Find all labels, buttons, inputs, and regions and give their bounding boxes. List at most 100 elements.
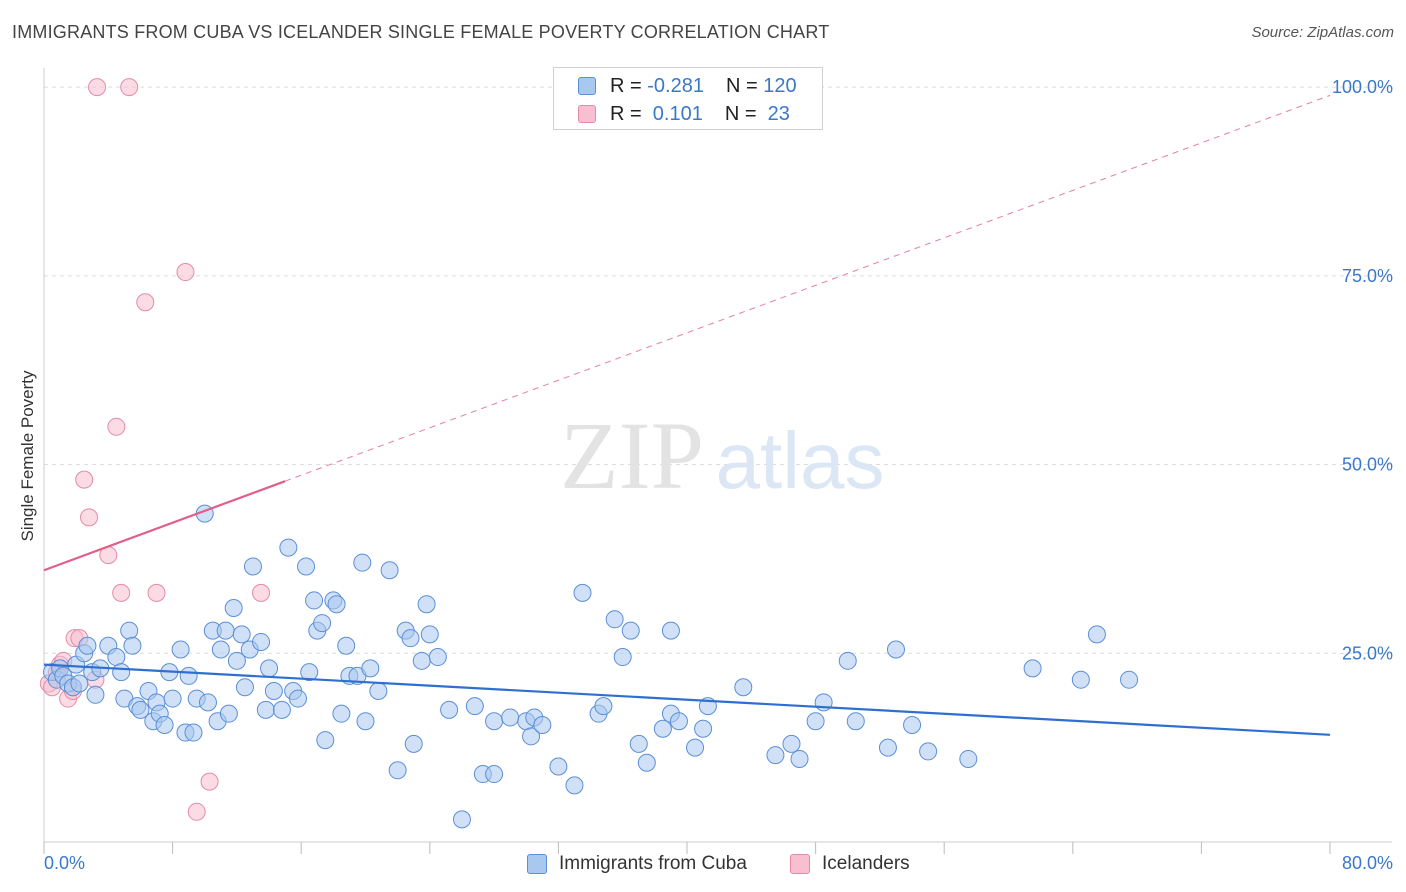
cuba-point — [734, 678, 753, 697]
cuba-point — [1023, 659, 1042, 678]
axes — [43, 68, 1392, 854]
legend-r-label: R = — [610, 74, 648, 97]
cuba-point — [613, 648, 632, 667]
cuba-point — [452, 810, 471, 829]
cuba-point — [838, 651, 857, 670]
cuba-point — [669, 712, 688, 731]
cuba-point — [78, 636, 97, 655]
watermark-zip: ZIP — [560, 402, 704, 509]
bottom-legend-label-cuba: Immigrants from Cuba — [559, 853, 747, 874]
cuba-point — [573, 583, 592, 602]
bottom-legend-cuba: Immigrants from Cuba — [527, 852, 747, 876]
cuba-point — [163, 689, 182, 708]
legend-swatch-iceland — [578, 105, 596, 123]
x-tick-label-max: 80.0% — [1342, 853, 1393, 873]
cuba-point — [131, 700, 150, 719]
y-tick-label: 100.0% — [1332, 77, 1393, 97]
iceland-point — [136, 293, 155, 312]
cuba-point — [224, 598, 243, 617]
cuba-point — [959, 749, 978, 768]
iceland-point — [200, 772, 219, 791]
cuba-point — [846, 712, 865, 731]
cuba-point — [107, 648, 126, 667]
iceland-point — [147, 583, 166, 602]
cuba-point — [235, 678, 254, 697]
iceland-point — [176, 263, 195, 282]
y-tick-label: 25.0% — [1342, 643, 1393, 663]
bottom-legend-swatch-cuba — [527, 854, 547, 874]
cuba-point — [123, 636, 142, 655]
cuba-point — [388, 761, 407, 780]
cuba-point — [1120, 670, 1139, 689]
cuba-point — [327, 595, 346, 614]
cuba-point — [417, 595, 436, 614]
cuba-point — [629, 734, 648, 753]
cuba-point — [300, 663, 319, 682]
legend-n-label: N = — [724, 102, 763, 125]
y-axis-label: Single Female Poverty — [18, 370, 37, 542]
cuba-point — [86, 685, 105, 704]
cuba-point — [485, 765, 504, 784]
cuba-point — [232, 625, 251, 644]
cuba-point — [903, 715, 922, 734]
cuba-point — [782, 734, 801, 753]
cuba-point — [243, 557, 262, 576]
cuba-point — [279, 538, 298, 557]
cuba-point — [465, 697, 484, 716]
cuba-point — [332, 704, 351, 723]
source-label: Source: ZipAtlas.com — [1251, 24, 1394, 41]
cuba-point — [919, 742, 938, 761]
cuba-point — [313, 614, 332, 633]
cuba-point — [1087, 625, 1106, 644]
cuba-point — [522, 727, 541, 746]
cuba-point — [184, 723, 203, 742]
cuba-point — [653, 719, 672, 738]
legend-r-value-cuba: -0.281 — [647, 74, 704, 97]
cuba-point — [216, 621, 235, 640]
cuba-point — [686, 738, 705, 757]
cuba-point — [380, 561, 399, 580]
cuba-point — [297, 557, 316, 576]
cuba-point — [369, 682, 388, 701]
watermark-atlas: atlas — [716, 416, 885, 505]
cuba-point — [766, 746, 785, 765]
cuba-point — [637, 753, 656, 772]
cuba-point — [219, 704, 238, 723]
cuba-point — [264, 682, 283, 701]
cuba-point — [112, 663, 131, 682]
cuba-point — [272, 700, 291, 719]
grid — [44, 86, 1392, 654]
x-tick-label-min: 0.0% — [44, 853, 85, 873]
legend-n-value-iceland: 23 — [762, 102, 790, 125]
cuba-point — [878, 738, 897, 757]
cuba-point — [621, 621, 640, 640]
cuba-point — [227, 651, 246, 670]
cuba-point — [401, 629, 420, 648]
iceland-point — [88, 78, 107, 97]
legend-row-iceland: R = 0.101 N = 23 — [578, 100, 790, 128]
cuba-point — [179, 666, 198, 685]
cuba-trend-line — [43, 663, 1331, 736]
cuba-point — [316, 731, 335, 750]
iceland-point — [80, 508, 99, 527]
cuba-point — [171, 640, 190, 659]
legend-r-value-iceland: 0.101 — [647, 102, 703, 125]
cuba-point — [356, 712, 375, 731]
cuba-point — [198, 693, 217, 712]
legend-n-label: N = — [725, 74, 764, 97]
watermark: ZIP atlas — [560, 402, 884, 509]
iceland-point — [112, 583, 131, 602]
iceland-point — [120, 78, 139, 97]
cuba-point — [1071, 670, 1090, 689]
cuba-point — [605, 610, 624, 629]
cuba-point — [256, 700, 275, 719]
cuba-point — [155, 715, 174, 734]
iceland-point — [252, 583, 271, 602]
cuba-point — [440, 700, 459, 719]
cuba-point — [120, 621, 139, 640]
cuba-point — [404, 734, 423, 753]
cuba-point — [694, 719, 713, 738]
cuba-point — [485, 712, 504, 731]
legend-r-label: R = — [610, 102, 648, 125]
